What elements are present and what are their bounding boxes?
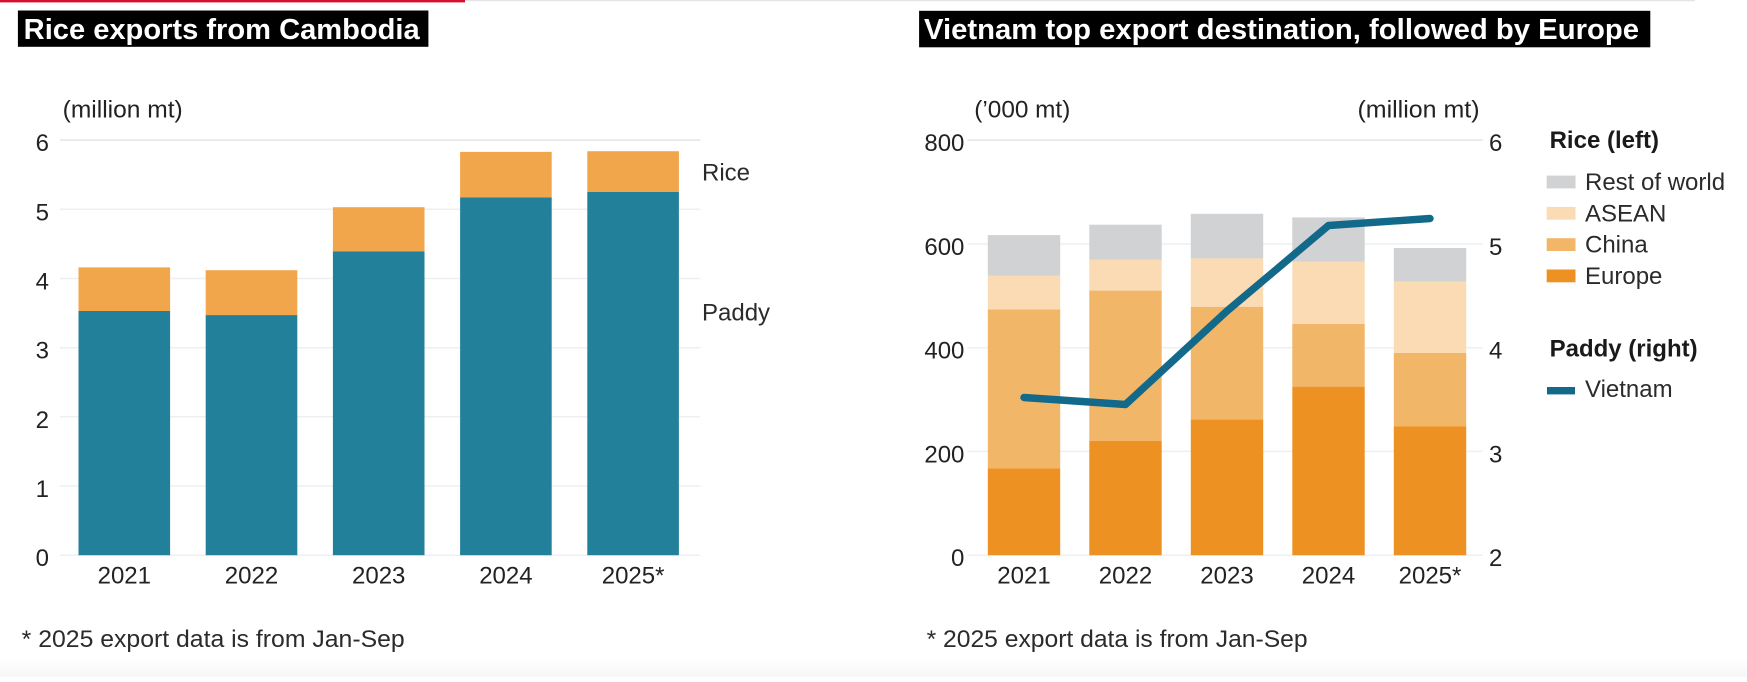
svg-text:Rest of world: Rest of world bbox=[1585, 169, 1725, 196]
svg-text:200: 200 bbox=[924, 441, 964, 468]
svg-text:Rice: Rice bbox=[702, 160, 750, 187]
svg-text:China: China bbox=[1585, 232, 1648, 259]
svg-text:Europe: Europe bbox=[1585, 263, 1662, 290]
svg-text:(million mt): (million mt) bbox=[63, 97, 183, 124]
svg-text:5: 5 bbox=[36, 199, 49, 226]
svg-text:2022: 2022 bbox=[1099, 562, 1152, 589]
svg-text:4: 4 bbox=[1489, 338, 1502, 365]
svg-text:400: 400 bbox=[924, 338, 964, 365]
svg-text:2: 2 bbox=[36, 407, 49, 434]
svg-text:2: 2 bbox=[1489, 545, 1502, 572]
svg-text:600: 600 bbox=[924, 234, 964, 261]
svg-text:3: 3 bbox=[1489, 441, 1502, 468]
svg-text:2024: 2024 bbox=[1302, 562, 1355, 589]
svg-text:(’000 mt): (’000 mt) bbox=[974, 97, 1070, 124]
svg-text:5: 5 bbox=[1489, 234, 1502, 261]
svg-text:800: 800 bbox=[924, 130, 964, 157]
svg-text:4: 4 bbox=[36, 269, 49, 296]
svg-text:6: 6 bbox=[36, 130, 49, 157]
svg-text:1: 1 bbox=[36, 476, 49, 503]
svg-text:2023: 2023 bbox=[1200, 562, 1253, 589]
svg-text:Rice exports from Cambodia: Rice exports from Cambodia bbox=[24, 14, 421, 46]
svg-text:* 2025 export data is from Jan: * 2025 export data is from Jan-Sep bbox=[927, 626, 1308, 653]
svg-text:0: 0 bbox=[36, 545, 49, 572]
svg-text:2022: 2022 bbox=[225, 562, 278, 589]
svg-text:6: 6 bbox=[1489, 130, 1502, 157]
svg-text:Rice (left): Rice (left) bbox=[1550, 127, 1659, 154]
svg-text:2021: 2021 bbox=[98, 562, 151, 589]
svg-text:Vietnam: Vietnam bbox=[1585, 376, 1673, 403]
svg-text:2025*: 2025* bbox=[602, 562, 665, 589]
svg-text:ASEAN: ASEAN bbox=[1585, 200, 1666, 227]
svg-text:2023: 2023 bbox=[352, 562, 405, 589]
svg-text:2025*: 2025* bbox=[1399, 562, 1462, 589]
svg-text:(million mt): (million mt) bbox=[1358, 97, 1480, 124]
svg-text:Vietnam top export destination: Vietnam top export destination, followed… bbox=[924, 14, 1639, 46]
svg-text:2024: 2024 bbox=[479, 562, 532, 589]
svg-text:* 2025 export data is from Jan: * 2025 export data is from Jan-Sep bbox=[22, 626, 405, 653]
svg-text:Paddy: Paddy bbox=[702, 300, 770, 327]
svg-text:2021: 2021 bbox=[997, 562, 1050, 589]
svg-text:0: 0 bbox=[951, 545, 964, 572]
svg-text:Paddy (right): Paddy (right) bbox=[1550, 336, 1698, 363]
svg-text:3: 3 bbox=[36, 338, 49, 365]
